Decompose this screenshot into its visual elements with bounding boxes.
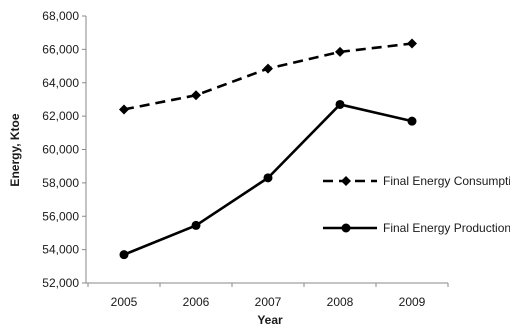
x-tick-label: 2009	[399, 295, 426, 309]
legend-label: Final Energy Production	[383, 221, 510, 235]
legend-marker	[341, 176, 351, 186]
series-layer	[119, 38, 417, 260]
y-axis-ticks: 52,000 54,000 56,000 58,000 60,000 62,000 64,0…	[42, 9, 86, 290]
y-tick-label: 54,000	[42, 243, 79, 257]
x-axis-title: Year	[257, 313, 283, 327]
data-point	[191, 220, 201, 230]
y-axis-title: Energy, Ktoe	[8, 113, 22, 186]
y-tick-label: 56,000	[42, 209, 79, 223]
y-tick-label: 66,000	[42, 42, 79, 56]
legend-item: Final Energy Consumption	[323, 174, 510, 188]
y-tick-label: 64,000	[42, 76, 79, 90]
y-tick-label: 58,000	[42, 176, 79, 190]
y-tick-label: 62,000	[42, 109, 79, 123]
series-line	[123, 42, 413, 111]
legend: Final Energy Consumption Final Energy Pro…	[323, 174, 510, 235]
legend-marker	[341, 223, 351, 233]
legend-label: Final Energy Consumption	[383, 174, 510, 188]
y-tick-label: 68,000	[42, 9, 79, 23]
x-tick-label: 2006	[183, 295, 210, 309]
data-point	[263, 173, 273, 183]
data-point	[263, 63, 273, 74]
series-production	[119, 99, 417, 260]
data-point	[407, 38, 417, 49]
series-consumption	[119, 38, 417, 115]
data-point	[407, 116, 417, 126]
legend-item: Final Energy Production	[323, 221, 510, 235]
axes	[85, 16, 448, 284]
x-tick-label: 2007	[255, 295, 282, 309]
x-tick-label: 2005	[111, 295, 138, 309]
x-tick-label: 2008	[327, 295, 354, 309]
data-point	[335, 46, 345, 57]
data-point	[191, 90, 201, 101]
data-point	[119, 250, 129, 260]
x-axis-ticks: 2005 2006 2007 2008 2009	[87, 283, 449, 309]
data-point	[119, 104, 129, 115]
y-tick-label: 52,000	[42, 276, 79, 290]
y-tick-label: 60,000	[42, 143, 79, 157]
data-point	[335, 99, 345, 109]
